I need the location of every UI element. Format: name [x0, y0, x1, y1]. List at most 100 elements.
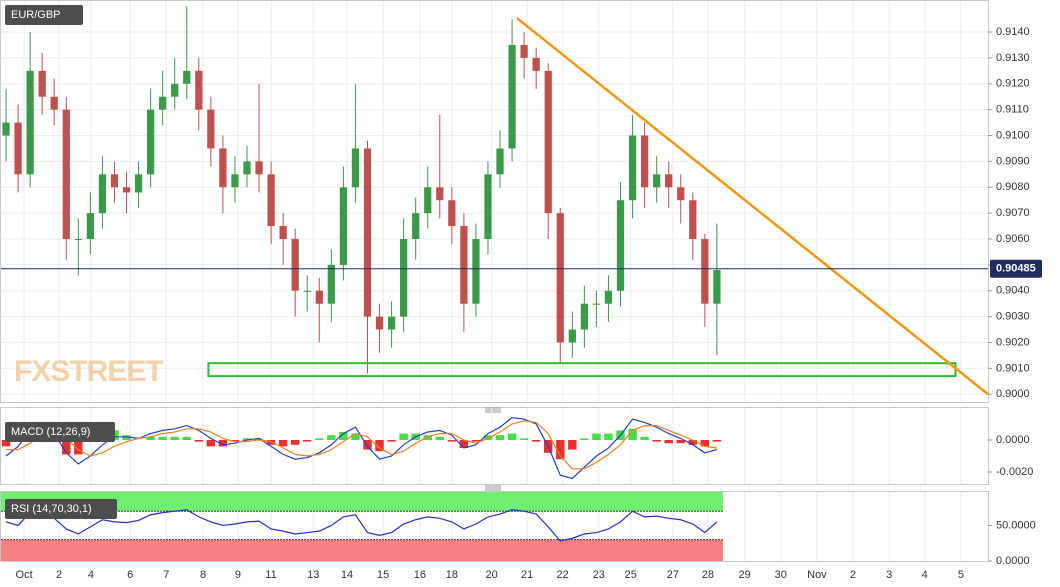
x-tick-label: 7 [163, 569, 169, 581]
x-tick-label: 8 [200, 569, 206, 581]
histogram-bar [194, 440, 204, 442]
histogram-bar [146, 436, 155, 440]
x-tick-label: 3 [886, 569, 892, 581]
macd-line [6, 420, 717, 470]
histogram-bar [507, 433, 517, 440]
y-tick-label: 0.9020 [996, 336, 1030, 348]
x-tick-label: 20 [485, 569, 497, 581]
candle-body [363, 148, 372, 317]
histogram-bar [568, 440, 577, 450]
x-tick-label: 18 [446, 569, 458, 581]
histogram-bar [290, 440, 300, 445]
y-tick-label: 0.0000 [996, 555, 1030, 567]
histogram-bar [435, 436, 444, 440]
candle-body [231, 174, 239, 188]
candle-body [653, 174, 661, 188]
last-price-label: 0.90485 [996, 263, 1036, 275]
label-box [5, 499, 117, 519]
candle-body [640, 135, 649, 188]
x-tick-label: 15 [377, 569, 389, 581]
y-tick-label: 0.9120 [996, 78, 1030, 90]
candle-body [616, 200, 625, 291]
histogram-bar [628, 428, 637, 440]
panel-title: RSI (14,70,30,1) [11, 503, 92, 515]
candle-body [520, 44, 528, 58]
candle-body [424, 187, 432, 214]
histogram-bar [483, 435, 493, 440]
candle-body [171, 83, 179, 97]
y-tick-label: 0.9110 [996, 104, 1029, 116]
x-tick-label: 5 [958, 569, 964, 581]
candle-body [26, 70, 34, 175]
histogram-bar [423, 435, 432, 440]
histogram-bar [519, 438, 529, 440]
panel-handle[interactable] [485, 407, 501, 491]
candle-body [159, 96, 167, 110]
candle-body [568, 329, 576, 343]
x-tick-label: 14 [341, 569, 353, 581]
histogram-bar [676, 440, 685, 444]
y-tick-label: -0.0020 [996, 466, 1033, 478]
candle-body [544, 70, 552, 214]
candle-body [592, 303, 601, 305]
histogram-bar [712, 440, 722, 442]
x-tick-label: 29 [738, 569, 750, 581]
histogram-bar [339, 432, 348, 440]
candle-body [62, 109, 70, 240]
y-tick-label: 0.9000 [996, 388, 1030, 400]
y-tick-label: 0.9060 [996, 233, 1030, 245]
candle-body [134, 174, 143, 193]
candle-body [255, 161, 263, 175]
x-tick-label: 11 [265, 569, 276, 581]
candle-body [400, 239, 408, 317]
candle-body [14, 122, 22, 175]
x-tick-label: 25 [625, 569, 637, 581]
candle-body [701, 239, 709, 304]
x-tick-label: 16 [414, 569, 426, 581]
y-tick-label: 0.9010 [996, 362, 1030, 374]
label-box [5, 5, 83, 25]
candle-body [508, 44, 516, 149]
rsi-line [5, 509, 718, 542]
candle-body [146, 109, 155, 175]
candle-body [183, 70, 191, 84]
x-tick-label: 13 [307, 569, 319, 581]
histogram-bar [230, 440, 240, 442]
histogram-bar [495, 435, 505, 440]
price-panel [0, 0, 989, 403]
histogram-bar [399, 433, 408, 440]
histogram-bar [640, 436, 649, 440]
histogram-bar [363, 440, 372, 450]
oversold-zone [1, 539, 723, 561]
x-tick-label: 28 [702, 569, 714, 581]
y-tick-label: 0.9100 [996, 129, 1030, 141]
histogram-bar [387, 440, 396, 442]
histogram-bar [303, 440, 312, 442]
candle-body [279, 226, 287, 240]
histogram-bar [652, 440, 661, 442]
x-tick-label: 4 [88, 569, 94, 581]
candle-body [339, 187, 348, 265]
candle-body [303, 290, 311, 292]
candle-body [677, 187, 685, 201]
candle-body [604, 290, 613, 304]
candle-body [460, 226, 468, 304]
histogram-bar [471, 440, 481, 442]
histogram-bar [556, 440, 565, 460]
candle-body [375, 316, 384, 330]
histogram-bar [122, 435, 131, 440]
candle-body [556, 213, 564, 343]
candle-body [713, 270, 721, 304]
candle-body [291, 239, 299, 291]
panel-title: EUR/GBP [11, 9, 61, 21]
histogram-bar [447, 440, 457, 442]
x-tick-label: 4 [922, 569, 928, 581]
y-tick-label: 0.9070 [996, 207, 1030, 219]
histogram-bar [327, 435, 336, 440]
candle-body [351, 148, 360, 188]
candle-body [412, 213, 420, 240]
candle-body [2, 122, 10, 136]
x-tick-label: 22 [557, 569, 569, 581]
layer: Oct 2 4 6 7 8 9 11 13 14 15 16 18 20 21 22 23 25 27 28 29 30 N… [1, 1, 1042, 581]
